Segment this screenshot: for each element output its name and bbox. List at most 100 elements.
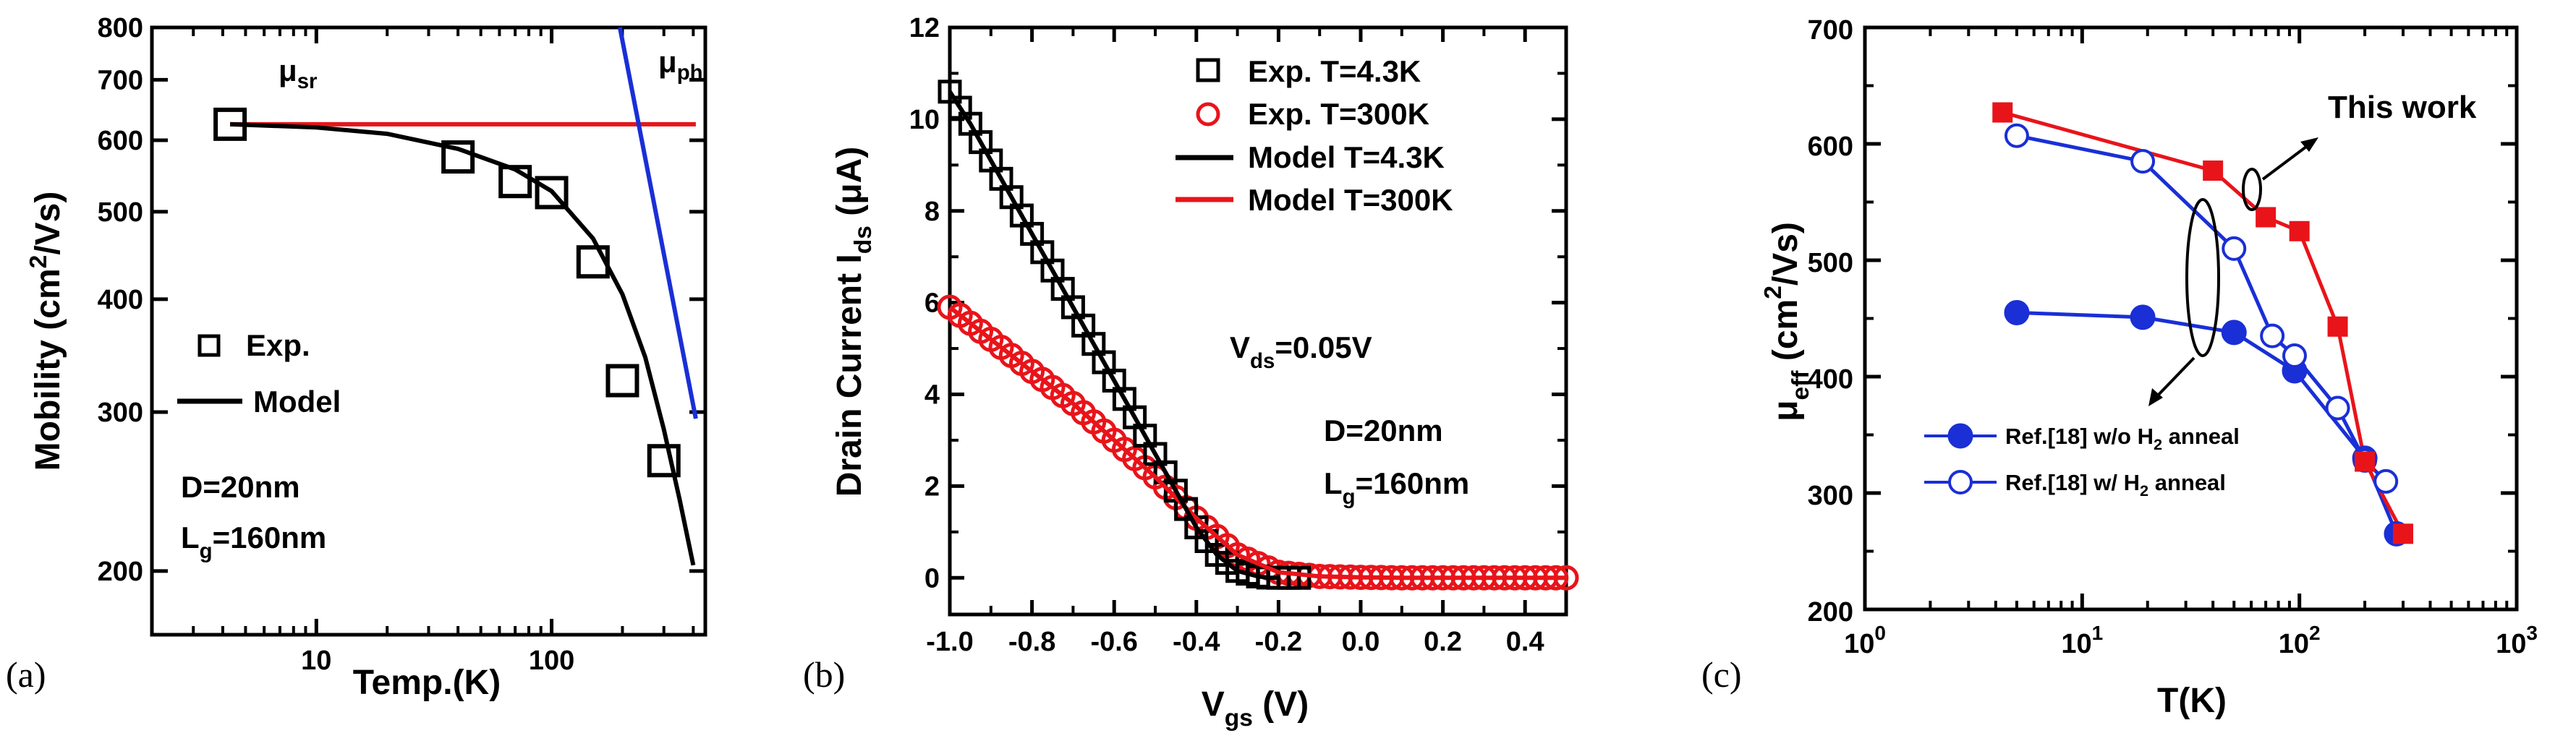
x-tick-label: 100 [1844,622,1886,659]
ref-wo-point [2004,299,2030,325]
this-work-arrow [2261,143,2311,181]
model-line [229,121,696,566]
legend-exp43-text: Exp. T=4.3K [1248,54,1421,88]
exp-point [441,140,475,174]
exp-point [535,176,569,210]
this-work-point [2355,451,2376,472]
panel-c-xlabel: T(K) [2157,682,2227,720]
legend-model300-text: Model T=300K [1248,183,1453,217]
panel-c-label: (c) [1701,654,1742,695]
panel-b-xlabel: Vgs (V) [1202,685,1309,732]
x-tick-label: -0.4 [1173,627,1220,657]
y-tick-label: 300 [1808,481,1853,511]
this-work-point [2203,160,2224,181]
this-work-point [2256,207,2277,228]
legend-w-marker [1948,470,1973,494]
panel-b-vds: Vds=0.05V [1230,330,1372,373]
panel-a-label: (a) [6,654,46,695]
y-tick-label: 700 [1808,15,1853,46]
y-tick-label: 700 [98,65,143,95]
panel-b-legend: Exp. T=4.3K Exp. T=300K Model T=4.3K Mod… [1176,54,1453,217]
panel-b-plot [937,80,1579,591]
y-tick-label: 200 [98,557,143,587]
y-tick-label: 8 [924,197,940,227]
panel-b-label: (b) [803,654,845,695]
y-tick-label: 500 [1808,248,1853,278]
y-tick-label: 500 [98,197,143,228]
x-tick-label: 0.0 [1342,627,1380,657]
y-tick-label: 10 [909,105,940,135]
panel-c-plot [1992,102,2413,547]
x-tick-label: 0.4 [1506,627,1544,657]
x-tick-label: 103 [2496,622,2538,659]
exp-point [213,107,247,141]
ref-w-point [2325,395,2350,421]
legend-wo-marker [1947,423,1973,449]
ref-wo-point [2130,304,2156,330]
panel-c-ticks: 100 101 102 103 200 300 400 500 600 700 [1808,15,2538,659]
mu-ph-label: μph [658,45,703,85]
mu-sr-label: μsr [279,53,318,93]
panel-a-gate-length: Lg=160nm [181,521,326,563]
x-tick-label: -0.2 [1255,627,1302,657]
ref-w-point [2373,468,2399,494]
this-work-arrowhead [2300,137,2318,152]
x-tick-label: -0.6 [1090,627,1137,657]
legend-w-text: Ref.[18] w/ H2 anneal [2005,470,2226,500]
x-tick-label: 102 [2279,622,2321,659]
legend-exp43-marker [1196,58,1220,82]
panel-b: -1.0 -0.8 -0.6 -0.4 -0.2 0.0 0.2 0.4 0 2 4 6 8 10 12 (… [803,13,1579,732]
y-tick-label: 0 [924,563,940,594]
y-tick-label: 600 [1808,132,1853,162]
ref-w-point [2130,149,2156,174]
panel-c-ylabel: μeff (cm2/Vs) [1760,222,1814,421]
x-tick-label: -1.0 [926,627,973,657]
this-work-point [1992,102,2013,123]
legend-exp-text: Exp. [246,328,310,362]
panel-a-xlabel: Temp.(K) [353,664,501,702]
this-work-point [2392,523,2413,544]
exp-point [647,444,681,478]
exp-4-3k-point [1287,565,1312,590]
panel-b-ylabel: Drain Current Ids (μA) [830,147,877,497]
ref-w-point [2260,323,2285,348]
panel-a-legend: Exp. Model [177,328,341,419]
y-tick-label: 4 [924,380,940,411]
panel-a-diameter: D=20nm [181,470,300,504]
x-tick-label: 0.2 [1424,627,1462,657]
this-work-point [2327,316,2348,337]
model-300k-line [948,305,1566,581]
panel-a-ylabel: Mobility (cm2/Vs) [25,192,67,471]
exp-point [498,165,532,199]
this-work-label: This work [2328,90,2477,125]
panel-c-legend: Ref.[18] w/o H2 anneal Ref.[18] w/ H2 an… [1924,423,2240,500]
legend-exp300-marker [1196,102,1220,127]
ref-arrow [2154,356,2195,399]
legend-model-text: Model [253,385,341,419]
y-tick-label: 6 [924,288,940,319]
ref-wo-point [2221,320,2247,346]
y-tick-label: 12 [909,13,940,43]
y-tick-label: 400 [98,285,143,315]
panel-a-ticks: 10 100 200 300 400 500 600 700 800 [98,13,705,676]
legend-model43-text: Model T=4.3K [1248,140,1445,174]
this-work-point [2289,220,2310,241]
panel-b-ticks: -1.0 -0.8 -0.6 -0.4 -0.2 0.0 0.2 0.4 0 2 4 6 8 10 12 [909,13,1566,657]
model-4-3k-line [948,90,1279,581]
ref-w-point [2282,343,2307,369]
panel-b-diameter: D=20nm [1324,414,1443,447]
panel-a-plot [213,27,698,566]
ref-w-point [2222,236,2247,261]
y-tick-label: 2 [924,471,940,502]
x-tick-label: 101 [2061,622,2103,659]
ref-ellipse [2185,198,2220,357]
ref-arrowhead [2148,388,2163,406]
y-tick-label: 600 [98,126,143,156]
y-tick-label: 800 [98,13,143,43]
legend-exp300-text: Exp. T=300K [1248,97,1429,131]
exp-point [576,245,610,279]
y-tick-label: 400 [1808,364,1853,395]
